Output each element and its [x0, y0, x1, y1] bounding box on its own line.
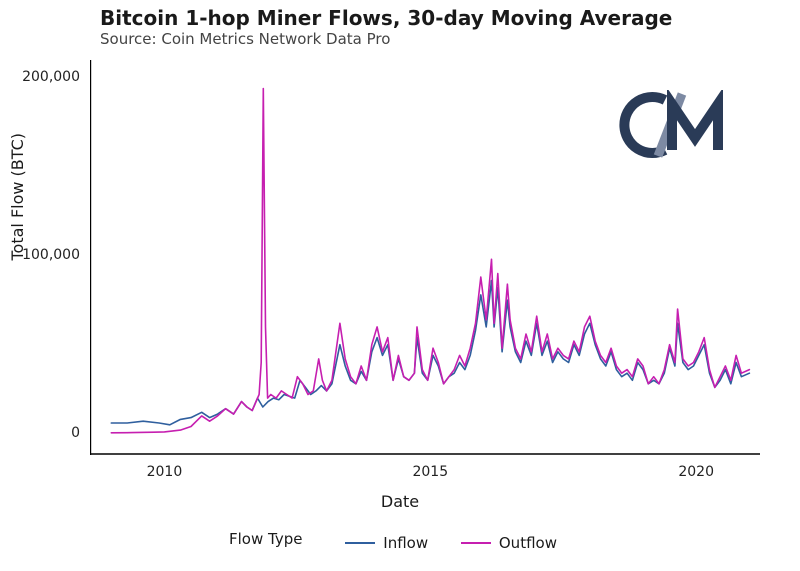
y-tick-label: 0 — [10, 425, 80, 441]
y-tick-label: 100,000 — [10, 247, 80, 263]
chart-title: Bitcoin 1-hop Miner Flows, 30-day Moving… — [100, 6, 672, 30]
y-tick-label: 200,000 — [10, 69, 80, 85]
x-tick-label: 2020 — [666, 464, 726, 480]
x-axis-label: Date — [0, 492, 800, 511]
legend: Flow Type Inflow Outflow — [0, 530, 800, 552]
y-axis-label: Total Flow (BTC) — [8, 133, 27, 261]
legend-label-inflow: Inflow — [383, 534, 428, 552]
brand-logo — [610, 90, 730, 164]
x-tick-label: 2010 — [134, 464, 194, 480]
legend-label-outflow: Outflow — [499, 534, 557, 552]
chart-container: Bitcoin 1-hop Miner Flows, 30-day Moving… — [0, 0, 800, 571]
legend-title: Flow Type — [229, 530, 302, 548]
legend-item-outflow: Outflow — [461, 534, 557, 552]
chart-subtitle: Source: Coin Metrics Network Data Pro — [100, 30, 390, 48]
legend-swatch-inflow — [345, 542, 375, 544]
x-tick-label: 2015 — [400, 464, 460, 480]
legend-swatch-outflow — [461, 542, 491, 544]
legend-item-inflow: Inflow — [345, 534, 428, 552]
